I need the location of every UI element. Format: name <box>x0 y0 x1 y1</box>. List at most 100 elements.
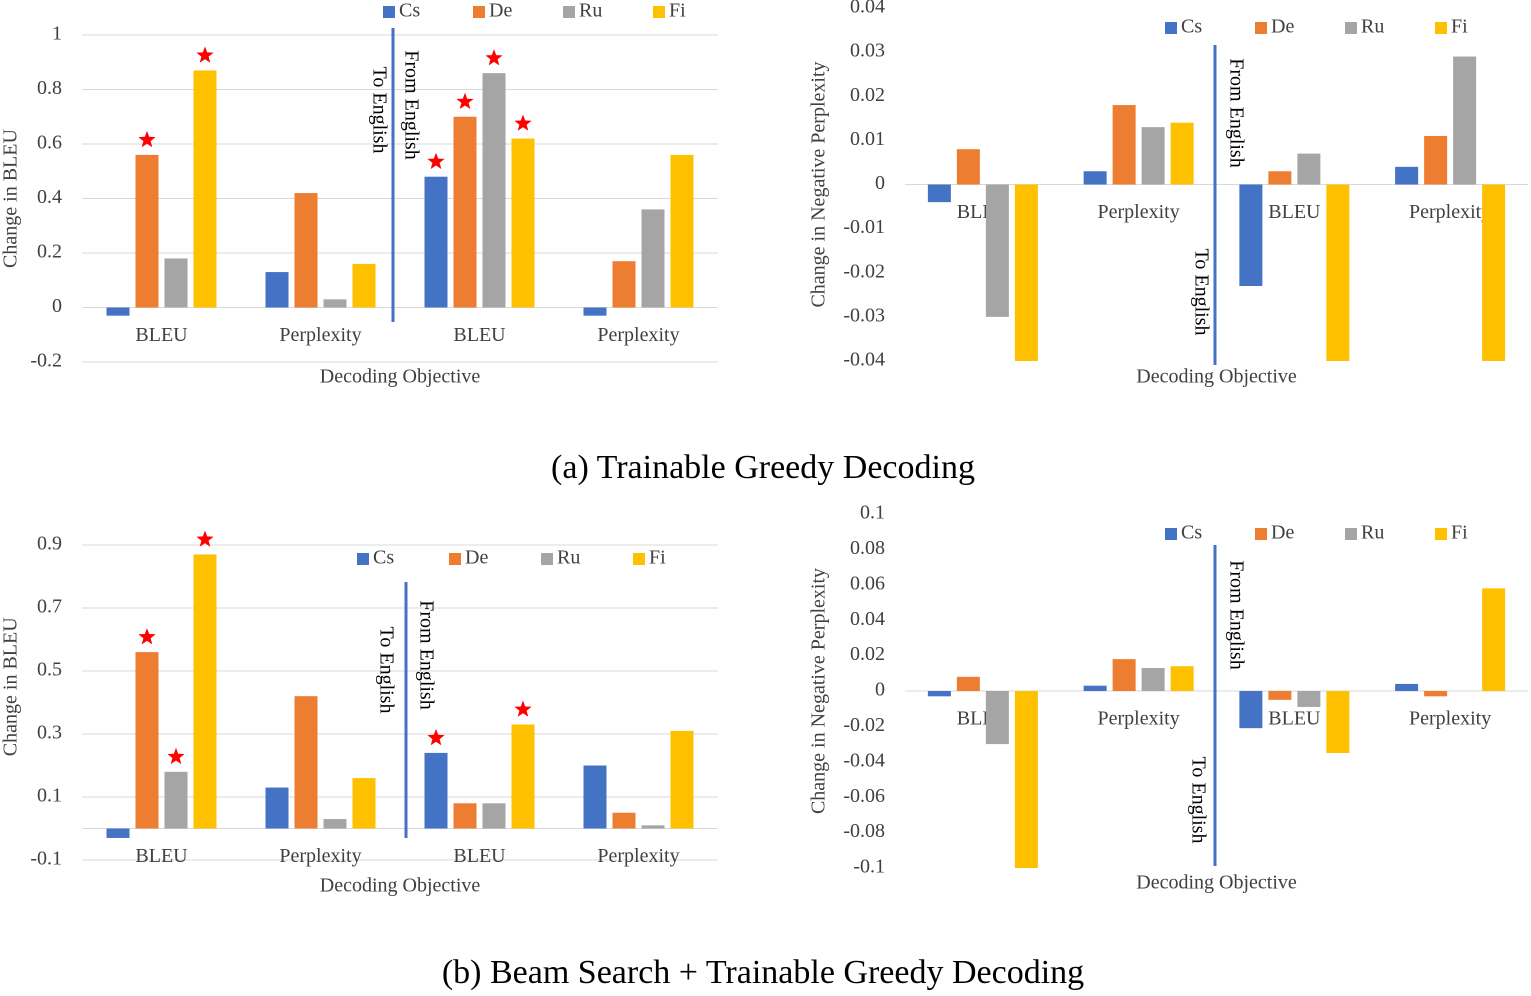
bar <box>1424 135 1448 185</box>
y-tick-label: 0.3 <box>37 722 62 744</box>
y-tick-label: 0.9 <box>37 533 62 555</box>
bar <box>193 554 217 829</box>
y-tick-label: 0.01 <box>850 128 885 150</box>
y-tick-label: -0.1 <box>30 848 62 870</box>
bar <box>424 752 448 829</box>
bar <box>1170 666 1194 691</box>
bar <box>1297 691 1321 707</box>
y-tick-label: -0.04 <box>843 749 885 771</box>
bar <box>583 307 607 316</box>
significance-star <box>427 728 445 746</box>
annotation: To English <box>1190 249 1212 336</box>
significance-star <box>196 46 214 63</box>
annotation: To English <box>375 627 397 714</box>
y-tick-label: 0.1 <box>860 502 885 524</box>
legend-swatch <box>633 553 645 565</box>
bar <box>164 771 188 829</box>
legend-swatch <box>653 6 665 18</box>
bar <box>1083 685 1107 691</box>
significance-star <box>456 92 474 109</box>
y-tick-label: 0.08 <box>850 537 885 559</box>
legend-swatch <box>1435 22 1447 34</box>
bar <box>1112 659 1136 691</box>
bar <box>1014 184 1038 361</box>
legend-swatch <box>1165 528 1177 540</box>
y-tick-label: 0.2 <box>37 241 62 263</box>
bar <box>1453 56 1477 185</box>
annotation: From English <box>400 50 422 159</box>
significance-star <box>138 130 156 148</box>
legend-swatch <box>541 553 553 565</box>
legend-label: De <box>1271 522 1294 544</box>
annotation: From English <box>415 600 437 709</box>
y-tick-label: 0.06 <box>850 572 885 594</box>
bar <box>1268 171 1292 185</box>
bar <box>1239 184 1263 286</box>
bar <box>511 724 535 829</box>
legend-swatch <box>1345 528 1357 540</box>
bar <box>453 116 477 308</box>
legend-label: Cs <box>1181 16 1202 38</box>
legend-label: Cs <box>1181 522 1202 544</box>
bar <box>106 828 130 838</box>
y-axis-label: Change in Negative Perplexity <box>808 568 830 814</box>
bar <box>1482 184 1506 361</box>
bar <box>1239 691 1263 729</box>
bar <box>583 765 607 829</box>
bar <box>612 261 636 308</box>
bar <box>641 209 665 308</box>
bar <box>135 154 159 308</box>
y-tick-label: 0.7 <box>37 596 62 618</box>
caption: (a) Trainable Greedy Decoding <box>551 449 975 486</box>
legend-label: Fi <box>669 0 686 22</box>
bar <box>985 691 1009 745</box>
significance-star <box>514 700 532 717</box>
y-tick-label: -0.08 <box>843 820 885 842</box>
legend-swatch <box>563 6 575 18</box>
legend-swatch <box>1255 22 1267 34</box>
bar <box>927 691 951 697</box>
y-tick-label: -0.06 <box>843 785 885 807</box>
bar <box>1395 683 1419 691</box>
y-tick-label: -0.02 <box>843 260 885 282</box>
x-tick-label: Perplexity <box>1409 201 1491 223</box>
bar <box>1395 166 1419 185</box>
legend-swatch <box>1255 528 1267 540</box>
bar <box>294 696 318 829</box>
bar <box>135 652 159 829</box>
bar <box>1268 691 1292 700</box>
y-axis-label: Change in Negative Perplexity <box>808 61 830 307</box>
bar <box>1141 127 1165 185</box>
bar <box>453 803 477 829</box>
legend-label: Ru <box>557 547 580 569</box>
annotation: From English <box>1225 560 1247 669</box>
y-tick-label: 0 <box>875 679 885 701</box>
x-tick-label: Perplexity <box>597 324 679 346</box>
significance-star <box>196 530 214 547</box>
bar <box>1083 171 1107 185</box>
bar <box>265 272 289 308</box>
bar <box>1297 153 1321 185</box>
x-tick-label: Perplexity <box>1098 708 1180 730</box>
caption: (b) Beam Search + Trainable Greedy Decod… <box>442 954 1084 991</box>
significance-star <box>138 628 156 645</box>
x-tick-label: BLEU <box>453 324 506 346</box>
x-axis-label: Decoding Objective <box>1136 872 1297 894</box>
y-tick-label: -0.03 <box>843 304 885 326</box>
annotation: To English <box>368 67 390 154</box>
y-tick-label: 0 <box>875 172 885 194</box>
y-tick-label: 0.8 <box>37 77 62 99</box>
bar <box>1424 691 1448 697</box>
legend-label: Fi <box>1451 16 1468 38</box>
y-tick-label: 0.5 <box>37 659 62 681</box>
significance-star <box>485 49 503 66</box>
bar <box>482 803 506 829</box>
bar <box>106 307 130 316</box>
legend-label: Fi <box>1451 522 1468 544</box>
bar <box>927 184 951 203</box>
bar <box>1112 105 1136 185</box>
y-tick-label: 0.04 <box>850 0 885 18</box>
bar <box>1014 691 1038 868</box>
significance-star <box>427 152 445 169</box>
x-tick-label: Perplexity <box>597 845 679 867</box>
